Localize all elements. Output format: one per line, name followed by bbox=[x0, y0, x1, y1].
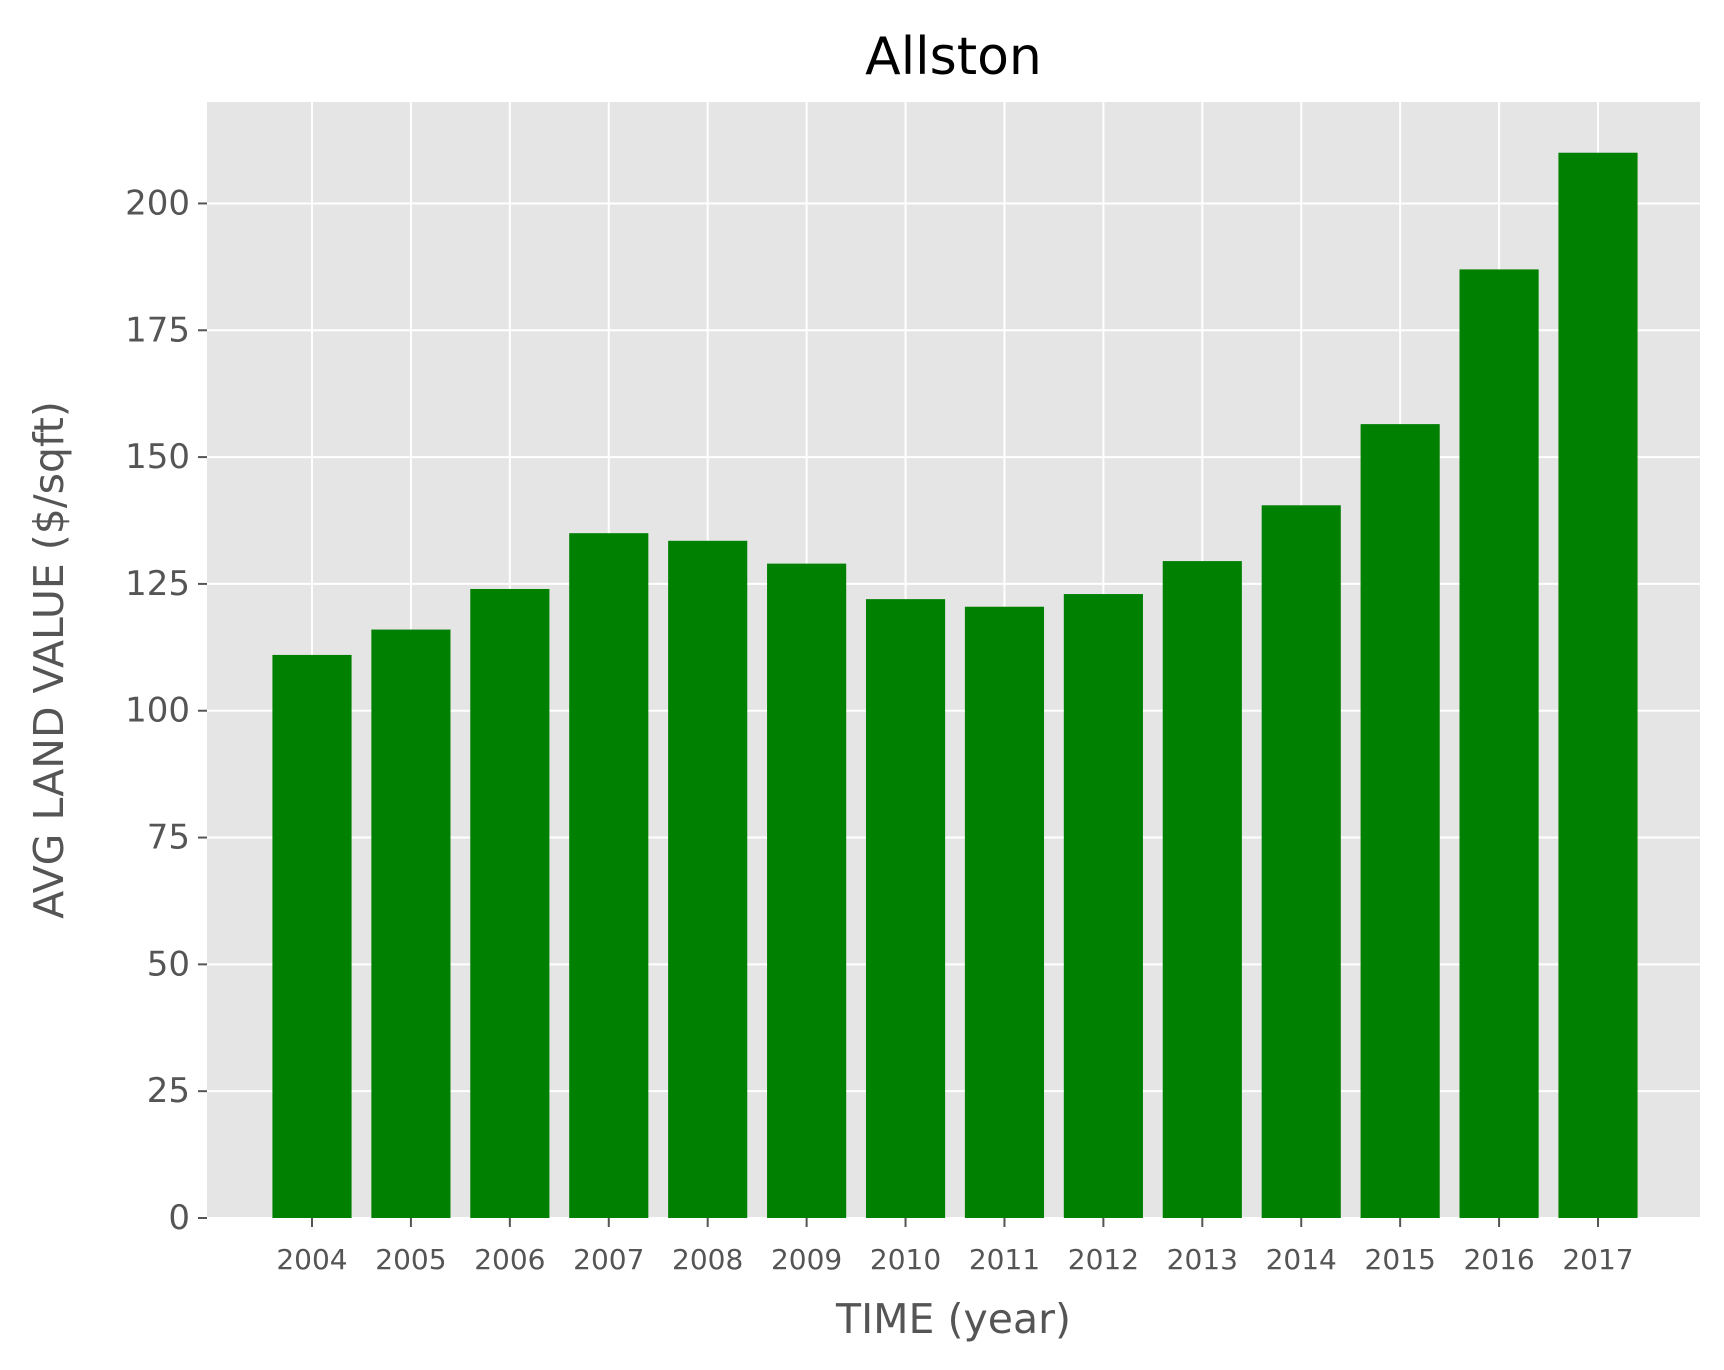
x-tick-label: 2014 bbox=[1266, 1243, 1337, 1276]
bar-2007 bbox=[569, 533, 649, 1218]
bar-2017 bbox=[1558, 152, 1638, 1218]
bar-2004 bbox=[272, 654, 352, 1218]
chart-title: Allston bbox=[865, 27, 1042, 87]
bar-2015 bbox=[1360, 424, 1440, 1219]
y-tick-label: 25 bbox=[147, 1071, 190, 1111]
plot-background bbox=[207, 102, 1700, 1218]
bar-2010 bbox=[865, 599, 946, 1218]
x-tick-label: 2011 bbox=[969, 1243, 1040, 1276]
x-tick-label: 2012 bbox=[1068, 1243, 1139, 1276]
x-tick-label: 2005 bbox=[375, 1243, 446, 1276]
x-tick-label: 2015 bbox=[1365, 1243, 1436, 1276]
bar-layer bbox=[272, 152, 1638, 1219]
x-tick-label: 2009 bbox=[771, 1243, 842, 1276]
bar-2012 bbox=[1063, 594, 1143, 1218]
y-tick-label: 0 bbox=[168, 1198, 190, 1238]
bar-2011 bbox=[964, 606, 1045, 1218]
y-axis-label: AVG LAND VALUE ($/sqft) bbox=[25, 401, 73, 919]
x-tick-label: 2013 bbox=[1167, 1243, 1238, 1276]
y-tick-label: 100 bbox=[125, 691, 190, 731]
bar-2014 bbox=[1261, 505, 1341, 1218]
y-tick-label: 150 bbox=[125, 437, 190, 477]
bar-2008 bbox=[668, 540, 748, 1218]
x-tick-label: 2017 bbox=[1562, 1243, 1633, 1276]
x-tick-label: 2010 bbox=[870, 1243, 941, 1276]
x-tick-label: 2006 bbox=[474, 1243, 545, 1276]
y-tick-label: 200 bbox=[125, 183, 190, 223]
x-tick-label: 2016 bbox=[1463, 1243, 1534, 1276]
bar-2013 bbox=[1162, 561, 1242, 1218]
y-tick-label: 125 bbox=[125, 564, 190, 604]
x-tick-label: 2004 bbox=[276, 1243, 347, 1276]
y-tick-label: 75 bbox=[147, 818, 190, 858]
x-axis-label: TIME (year) bbox=[835, 1295, 1071, 1343]
y-tick-label: 175 bbox=[125, 310, 190, 350]
tick-layer: 0 25 50 75 100 125 150 175 200 2004 2005 2006 2007 20… bbox=[125, 183, 1634, 1276]
bar-2006 bbox=[470, 588, 550, 1218]
y-tick-label: 50 bbox=[147, 944, 190, 984]
bar-2009 bbox=[767, 563, 847, 1218]
bar-2005 bbox=[371, 629, 451, 1218]
x-tick-label: 2008 bbox=[672, 1243, 743, 1276]
x-tick-label: 2007 bbox=[573, 1243, 644, 1276]
bar-2016 bbox=[1459, 269, 1539, 1218]
